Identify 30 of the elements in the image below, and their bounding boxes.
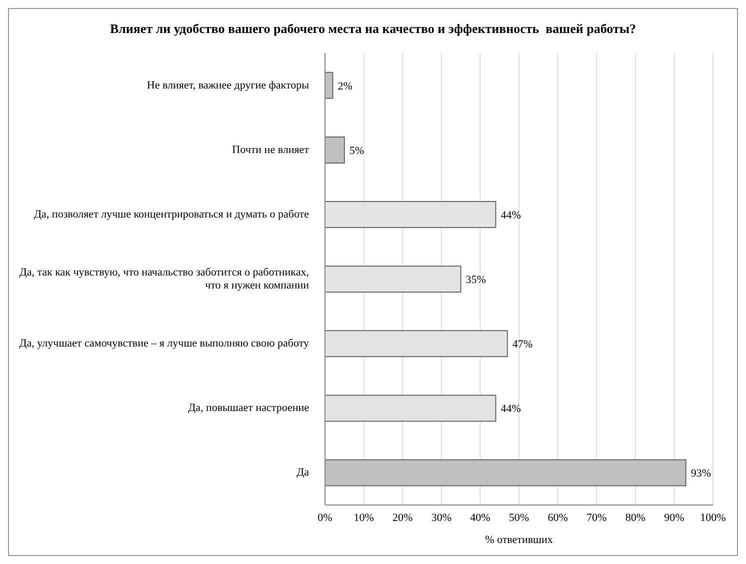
data-label: 44% [500, 209, 521, 222]
bar [325, 459, 686, 486]
x-tick-label: 100% [700, 512, 726, 524]
x-axis-title: % ответивших [485, 534, 554, 546]
y-tick-label: Не влияет, важнее другие факторы [146, 79, 310, 92]
data-label: 2% [338, 80, 352, 92]
x-tick-label: 0% [318, 512, 332, 524]
x-tick-label: 30% [431, 512, 452, 524]
chart-title: Влияет ли удобство вашего рабочего места на качество и эффективность вашей работы? [108, 20, 638, 38]
y-tick-label: Да, так как чувствую, что начальство заботится о работниках, что я нужен компании [19, 266, 310, 292]
data-label: 5% [349, 144, 364, 157]
y-tick-label: Да, повышает настроение [188, 402, 310, 414]
y-tick-label: Да, улучшает самочувствие – я лучше выполняю свою работу [19, 338, 310, 350]
x-tick-label: 20% [392, 512, 413, 524]
y-tick-label: Да [296, 466, 310, 479]
x-tick-label: 90% [664, 512, 684, 524]
x-tick-label: 80% [625, 512, 646, 524]
data-label: 93% [690, 468, 712, 480]
y-tick-label: Почти не влияет [232, 144, 310, 156]
data-label: 35% [466, 274, 486, 286]
bar [325, 72, 334, 99]
x-tick-label: 40% [470, 512, 490, 524]
x-tick-label: 60% [548, 512, 568, 524]
x-tick-label: 70% [586, 512, 607, 524]
x-tick-label: 50% [508, 512, 530, 524]
bar [325, 136, 345, 164]
x-tick-label: 10% [354, 512, 374, 524]
data-label: 44% [500, 403, 521, 416]
y-tick-label: Да, позволяет лучше концентрироваться и думать о работе [34, 208, 310, 220]
data-label: 47% [512, 338, 533, 351]
